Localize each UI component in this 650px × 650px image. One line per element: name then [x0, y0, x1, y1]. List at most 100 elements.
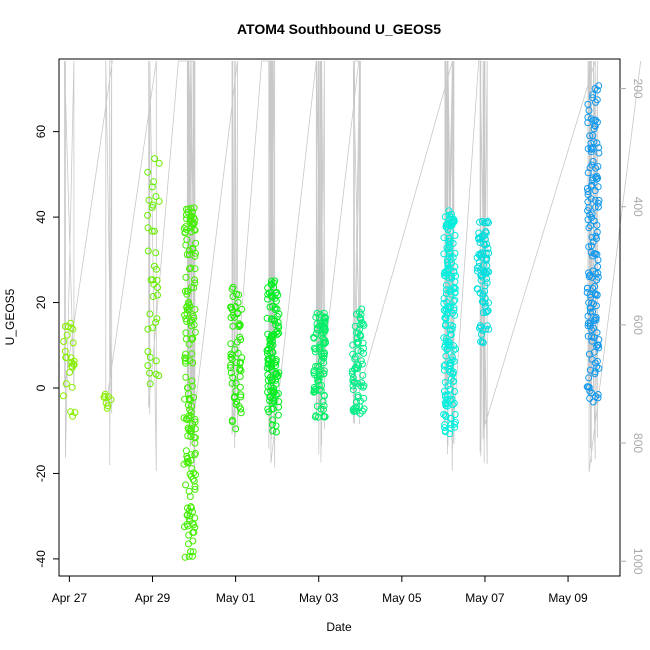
data-point: [154, 284, 161, 291]
data-point: [59, 392, 67, 400]
data-point: [186, 265, 193, 273]
data-point: [440, 306, 448, 314]
data-point: [272, 289, 280, 297]
data-point: [69, 412, 77, 420]
data-point: [445, 211, 453, 219]
data-point: [446, 326, 454, 334]
data-point: [274, 319, 282, 326]
data-point: [273, 370, 281, 378]
data-point: [144, 325, 152, 333]
data-point: [146, 353, 154, 361]
data-point: [593, 172, 601, 180]
data-point: [442, 334, 450, 342]
data-point: [587, 139, 595, 147]
data-point: [155, 197, 163, 205]
data-point: [232, 425, 240, 433]
data-point: [63, 331, 71, 339]
data-point: [449, 254, 457, 261]
data-point: [184, 455, 191, 463]
plot-frame: [58, 58, 621, 577]
data-point: [233, 398, 241, 406]
data-point: [448, 218, 456, 226]
data-point: [479, 309, 487, 317]
data-point: [441, 428, 449, 436]
data-point: [584, 100, 592, 108]
data-point: [191, 279, 199, 287]
data-point: [310, 369, 318, 377]
data-point: [588, 161, 596, 169]
data-point: [273, 328, 281, 336]
data-point: [451, 278, 459, 286]
data-point: [311, 348, 319, 356]
data-point: [68, 383, 76, 391]
data-point: [318, 352, 326, 360]
data-point: [479, 339, 487, 347]
data-point: [354, 347, 362, 355]
data-point: [272, 376, 280, 384]
data-point: [190, 219, 198, 227]
data-point: [451, 285, 459, 293]
data-point: [586, 304, 594, 312]
data-point: [187, 284, 195, 291]
data-point: [227, 314, 235, 321]
y-tick-label: -20: [34, 464, 48, 482]
data-point: [274, 291, 282, 299]
data-point: [189, 312, 197, 320]
x-axis-label: Date: [326, 620, 352, 634]
data-point: [229, 283, 237, 291]
data-point: [451, 296, 459, 304]
data-point: [351, 355, 359, 363]
data-point: [232, 387, 240, 395]
x-tick-label: May 01: [216, 591, 256, 605]
data-point: [442, 281, 450, 289]
data-point: [585, 350, 593, 358]
data-point: [587, 222, 594, 230]
data-points: [59, 82, 603, 561]
data-point: [475, 234, 482, 242]
data-point: [595, 364, 603, 372]
data-point: [442, 413, 450, 421]
right-tick-label: 400: [631, 197, 645, 217]
data-point: [480, 240, 488, 248]
data-point: [191, 328, 199, 336]
data-point: [445, 274, 453, 282]
data-point: [351, 379, 358, 387]
data-point: [185, 507, 193, 515]
data-point: [356, 331, 364, 339]
data-point: [585, 224, 593, 232]
data-point: [447, 425, 455, 432]
data-point: [189, 475, 197, 483]
data-point: [349, 374, 357, 382]
data-point: [181, 523, 188, 531]
data-point: [588, 337, 596, 345]
data-point: [441, 421, 449, 429]
data-point: [264, 330, 272, 338]
data-point: [310, 344, 318, 352]
data-point: [590, 217, 598, 225]
data-point: [190, 469, 198, 477]
data-point: [153, 315, 161, 323]
data-point: [227, 361, 235, 369]
data-point: [450, 420, 458, 428]
data-point: [592, 316, 600, 324]
data-point: [263, 314, 271, 322]
data-point: [584, 207, 592, 215]
data-point: [354, 365, 361, 373]
data-point: [476, 218, 484, 226]
data-point: [482, 219, 490, 227]
x-tick-label: May 07: [465, 591, 505, 605]
data-point: [588, 333, 596, 341]
data-point: [446, 414, 454, 422]
data-point: [441, 424, 448, 432]
data-point: [182, 359, 189, 367]
data-point: [312, 362, 320, 370]
data-point: [449, 219, 457, 227]
data-point: [595, 336, 603, 344]
x-tick-label: May 05: [382, 591, 422, 605]
data-point: [478, 338, 486, 346]
data-point: [181, 357, 189, 365]
data-point: [481, 241, 489, 249]
data-point: [584, 119, 592, 127]
data-point: [349, 382, 357, 390]
data-point: [229, 293, 237, 300]
